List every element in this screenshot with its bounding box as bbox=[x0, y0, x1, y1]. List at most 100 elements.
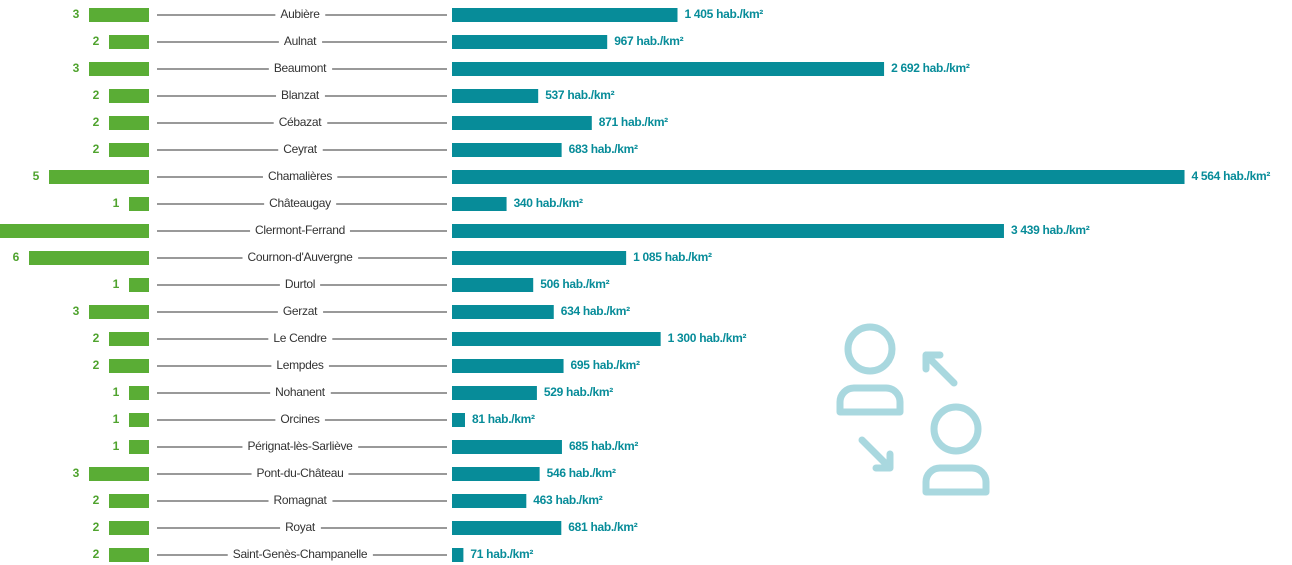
density-value-label: 695 hab./km² bbox=[571, 358, 640, 372]
category-label: Orcines bbox=[280, 412, 320, 426]
left-value-label: 2 bbox=[93, 520, 100, 534]
density-bar bbox=[452, 197, 507, 211]
left-value-label: 2 bbox=[93, 358, 100, 372]
density-bar bbox=[452, 35, 608, 49]
left-bar bbox=[89, 62, 149, 76]
label-bg bbox=[271, 358, 329, 373]
left-bar bbox=[109, 332, 149, 346]
left-bar bbox=[109, 494, 149, 508]
label-bg bbox=[279, 277, 321, 292]
density-value-label: 506 hab./km² bbox=[540, 277, 609, 291]
category-label: Cébazat bbox=[279, 115, 323, 129]
category-label: Beaumont bbox=[274, 61, 327, 75]
density-bar bbox=[452, 251, 627, 265]
left-bar bbox=[129, 197, 149, 211]
left-value-label: 2 bbox=[93, 331, 100, 345]
left-value-label: 1 bbox=[113, 277, 120, 291]
category-label: Chamalières bbox=[268, 169, 332, 183]
label-bg bbox=[262, 169, 338, 184]
left-value-label: 2 bbox=[93, 493, 100, 507]
left-bar bbox=[49, 170, 149, 184]
left-value-label: 1 bbox=[113, 196, 120, 210]
left-bar bbox=[109, 359, 149, 373]
left-value-label: 2 bbox=[93, 115, 100, 129]
left-value-label: 3 bbox=[73, 304, 80, 318]
label-bg bbox=[275, 7, 326, 22]
density-value-label: 1 085 hab./km² bbox=[633, 250, 712, 264]
label-bg bbox=[268, 493, 333, 508]
category-label: Royat bbox=[285, 520, 316, 534]
label-bg bbox=[280, 520, 321, 535]
density-bar bbox=[452, 359, 564, 373]
left-value-label: 1 bbox=[113, 385, 120, 399]
density-value-label: 546 hab./km² bbox=[547, 466, 616, 480]
density-bar bbox=[452, 224, 1004, 238]
left-bar bbox=[129, 413, 149, 427]
category-label: Romagnat bbox=[274, 493, 328, 507]
left-bar bbox=[129, 278, 149, 292]
density-value-label: 1 300 hab./km² bbox=[668, 331, 747, 345]
density-value-label: 4 564 hab./km² bbox=[1192, 169, 1271, 183]
left-value-label: 2 bbox=[93, 88, 100, 102]
category-label: Gerzat bbox=[283, 304, 318, 318]
left-bar bbox=[109, 548, 149, 562]
label-bg bbox=[268, 61, 333, 76]
density-value-label: 340 hab./km² bbox=[514, 196, 583, 210]
category-label: Nohanent bbox=[275, 385, 326, 399]
label-bg bbox=[278, 142, 323, 157]
left-value-label: 3 bbox=[73, 7, 80, 21]
left-value-label: 5 bbox=[33, 169, 40, 183]
label-bg bbox=[275, 412, 325, 427]
density-value-label: 81 hab./km² bbox=[472, 412, 535, 426]
label-bg bbox=[250, 223, 350, 238]
left-bar bbox=[109, 143, 149, 157]
density-value-label: 634 hab./km² bbox=[561, 304, 630, 318]
label-bg bbox=[242, 250, 359, 265]
left-bar bbox=[89, 8, 149, 22]
category-label: Durtol bbox=[285, 277, 315, 291]
density-bar bbox=[452, 278, 534, 292]
label-bg bbox=[251, 466, 349, 481]
left-value-label: 1 bbox=[113, 412, 120, 426]
category-label: Châteaugay bbox=[269, 196, 331, 210]
density-bar bbox=[452, 8, 678, 22]
left-bar bbox=[109, 89, 149, 103]
density-bar bbox=[452, 62, 885, 76]
density-bar bbox=[452, 305, 554, 319]
category-label: Le Cendre bbox=[273, 331, 327, 345]
label-bg bbox=[278, 34, 323, 49]
density-bar bbox=[452, 521, 562, 535]
density-value-label: 537 hab./km² bbox=[545, 88, 614, 102]
label-bg bbox=[276, 88, 325, 103]
density-value-label: 871 hab./km² bbox=[599, 115, 668, 129]
label-bg bbox=[268, 331, 333, 346]
left-bar bbox=[0, 224, 149, 238]
density-bar bbox=[452, 548, 464, 562]
density-value-label: 1 405 hab./km² bbox=[685, 7, 764, 21]
category-label: Lempdes bbox=[276, 358, 324, 372]
left-bar bbox=[109, 35, 149, 49]
density-value-label: 71 hab./km² bbox=[470, 547, 533, 561]
label-bg bbox=[277, 304, 324, 319]
density-bar bbox=[452, 440, 562, 454]
label-bg bbox=[227, 547, 373, 562]
density-value-label: 3 439 hab./km² bbox=[1011, 223, 1090, 237]
density-bar bbox=[452, 170, 1185, 184]
label-bg bbox=[242, 439, 359, 454]
people-icon bbox=[836, 323, 990, 496]
category-label: Ceyrat bbox=[283, 142, 318, 156]
density-value-label: 2 692 hab./km² bbox=[891, 61, 970, 75]
left-value-label: 3 bbox=[73, 466, 80, 480]
category-label: Blanzat bbox=[281, 88, 320, 102]
density-value-label: 685 hab./km² bbox=[569, 439, 638, 453]
category-label: Aulnat bbox=[284, 34, 317, 48]
left-bar bbox=[89, 467, 149, 481]
left-bar bbox=[89, 305, 149, 319]
left-value-label: 3 bbox=[73, 61, 80, 75]
category-label: Clermont-Ferrand bbox=[255, 223, 345, 237]
density-bar bbox=[452, 467, 540, 481]
density-bar bbox=[452, 494, 527, 508]
density-value-label: 683 hab./km² bbox=[569, 142, 638, 156]
left-value-label: 2 bbox=[93, 547, 100, 561]
